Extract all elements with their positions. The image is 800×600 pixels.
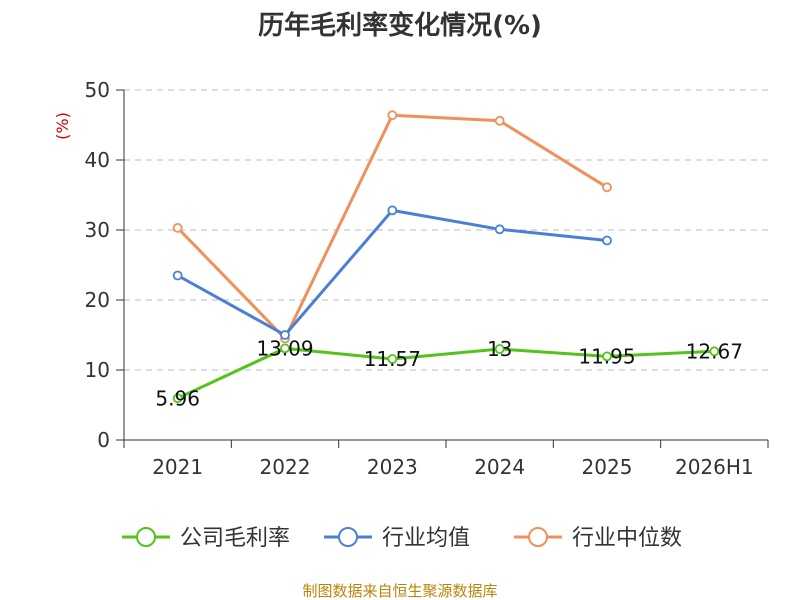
series-1 <box>172 205 612 340</box>
data-label: 13.09 <box>256 336 313 360</box>
data-point <box>280 343 290 354</box>
legend-item: 行业均值 <box>324 526 470 551</box>
y-tick-label: 40 <box>85 148 110 172</box>
data-point <box>172 393 183 404</box>
legend-label: 行业均值 <box>382 526 470 551</box>
data-point <box>172 270 183 281</box>
series-2 <box>172 110 612 344</box>
legend-item: 行业中位数 <box>514 526 682 551</box>
data-label: 11.95 <box>578 344 635 368</box>
chart-title: 历年毛利率变化情况(%) <box>258 10 542 41</box>
data-point <box>387 110 398 121</box>
x-tick-label: 2022 <box>260 455 311 479</box>
legend-label: 行业中位数 <box>572 526 682 551</box>
series-line <box>176 113 608 340</box>
data-label: 12.67 <box>686 339 743 363</box>
data-point <box>387 205 398 216</box>
series-0 <box>172 343 720 404</box>
series-line <box>176 208 608 337</box>
data-label: 5.96 <box>155 386 200 410</box>
x-tick-label: 2023 <box>367 455 418 479</box>
series-group <box>172 110 720 404</box>
data-point <box>494 344 505 354</box>
data-point <box>602 235 612 246</box>
legend-label: 公司毛利率 <box>180 526 290 551</box>
data-label: 13 <box>487 337 512 361</box>
data-label: 11.57 <box>364 347 421 371</box>
data-point <box>602 182 612 193</box>
legend-marker <box>338 527 358 547</box>
legend: 公司毛利率 行业均值 行业中位数 <box>122 526 682 551</box>
legend-item: 公司毛利率 <box>122 526 290 551</box>
grid <box>124 89 768 371</box>
source-note: 制图数据来自恒生聚源数据库 <box>302 582 497 600</box>
data-point <box>494 115 505 126</box>
y-tick-label: 0 <box>97 428 110 452</box>
legend-marker <box>136 527 156 547</box>
x-tick-label: 2024 <box>474 455 525 479</box>
series-line <box>177 346 715 400</box>
y-tick-label: 10 <box>85 358 110 382</box>
x-tick-label: 2025 <box>582 455 633 479</box>
data-point <box>172 222 183 233</box>
data-point <box>602 351 612 362</box>
x-tick-label: 2026H1 <box>675 455 754 479</box>
data-point <box>387 354 398 364</box>
data-point <box>494 224 505 235</box>
y-tick-label: 20 <box>85 288 110 312</box>
axes: 0 10 20 30 40 50 2021 2022 2023 2024 2025 2026H1 <box>85 78 769 479</box>
legend-marker <box>528 527 548 547</box>
data-point <box>709 346 720 357</box>
x-tick-label: 2021 <box>152 455 203 479</box>
data-labels: 5.96 13.09 11.57 13 11.95 12.67 <box>155 336 743 410</box>
y-tick-label: 30 <box>85 218 110 242</box>
data-point <box>280 330 290 340</box>
y-tick-label: 50 <box>85 78 110 102</box>
y-axis-unit: (%) <box>53 112 72 140</box>
